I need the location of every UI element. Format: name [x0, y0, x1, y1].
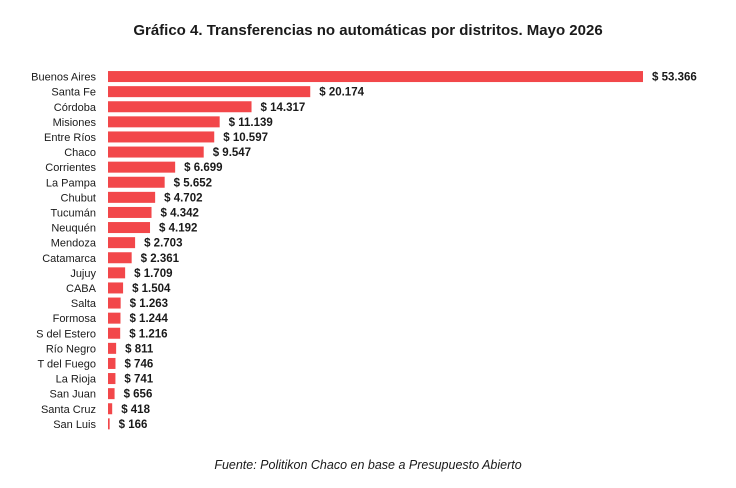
category-label: Chaco — [64, 147, 96, 159]
bar — [108, 146, 204, 158]
category-label: S del Estero — [36, 328, 96, 340]
bar — [108, 327, 121, 339]
category-label: Corrientes — [45, 162, 96, 174]
category-label: CABA — [66, 283, 97, 295]
data-label: $ 6.699 — [184, 162, 222, 174]
data-label: $ 1.504 — [132, 283, 171, 295]
data-label: $ 746 — [124, 358, 153, 370]
data-label: $ 4.342 — [161, 207, 199, 219]
data-label: $ 1.216 — [129, 328, 167, 340]
bar — [108, 116, 220, 128]
bar — [108, 206, 152, 218]
bar — [108, 131, 215, 143]
category-label: Catamarca — [42, 253, 97, 265]
data-label: $ 53.366 — [652, 72, 697, 84]
category-label: Neuquén — [51, 223, 96, 235]
bar — [108, 418, 110, 430]
bar — [108, 237, 136, 249]
data-label: $ 1.263 — [130, 298, 168, 310]
bar — [108, 252, 132, 264]
category-label: Santa Cruz — [41, 404, 96, 416]
source-note: Fuente: Politikon Chaco en base a Presup… — [214, 458, 522, 472]
bar — [108, 191, 156, 203]
bar — [108, 176, 165, 188]
data-label: $ 4.192 — [159, 223, 197, 235]
category-label: La Rioja — [56, 374, 97, 386]
category-label: Entre Ríos — [44, 132, 96, 144]
category-label: Chubut — [61, 192, 96, 204]
category-label: Córdoba — [54, 102, 97, 114]
bar — [108, 357, 116, 369]
data-label: $ 2.361 — [141, 253, 180, 265]
bar — [108, 388, 115, 400]
data-label: $ 5.652 — [174, 177, 212, 189]
data-label: $ 418 — [121, 404, 150, 416]
data-label: $ 20.174 — [319, 87, 364, 99]
category-label: Formosa — [53, 313, 97, 325]
data-label: $ 656 — [124, 389, 153, 401]
data-label: $ 166 — [119, 419, 148, 431]
category-label: Salta — [71, 298, 97, 310]
category-label: Jujuy — [70, 268, 96, 280]
bar — [108, 312, 121, 324]
chart-title: Gráfico 4. Transferencias no automáticas… — [133, 22, 603, 39]
data-label: $ 9.547 — [213, 147, 251, 159]
data-label: $ 741 — [124, 374, 153, 386]
bar — [108, 297, 121, 309]
data-label: $ 10.597 — [223, 132, 268, 144]
bar — [108, 161, 176, 173]
data-label: $ 4.702 — [164, 192, 202, 204]
category-label: Tucumán — [51, 207, 96, 219]
category-label: Mendoza — [51, 238, 97, 250]
bar — [108, 373, 116, 385]
data-label: $ 1.709 — [134, 268, 172, 280]
bar — [108, 101, 252, 113]
category-label: Buenos Aires — [31, 72, 96, 84]
bar — [108, 267, 126, 279]
category-label: San Juan — [50, 389, 96, 401]
category-label: Misiones — [53, 117, 97, 129]
category-label: T del Fuego — [37, 358, 96, 370]
bar — [108, 282, 124, 294]
data-label: $ 1.244 — [129, 313, 168, 325]
category-label: San Luis — [53, 419, 96, 431]
category-label: Santa Fe — [51, 87, 96, 99]
data-label: $ 14.317 — [261, 102, 306, 114]
bar — [108, 403, 113, 415]
data-label: $ 11.139 — [229, 117, 273, 129]
category-label: La Pampa — [46, 177, 97, 189]
category-label: Río Negro — [46, 343, 96, 355]
bar — [108, 342, 117, 354]
bar — [108, 222, 151, 234]
bar — [108, 86, 311, 98]
bar — [108, 71, 643, 83]
data-label: $ 2.703 — [144, 238, 182, 250]
data-label: $ 811 — [125, 343, 154, 355]
